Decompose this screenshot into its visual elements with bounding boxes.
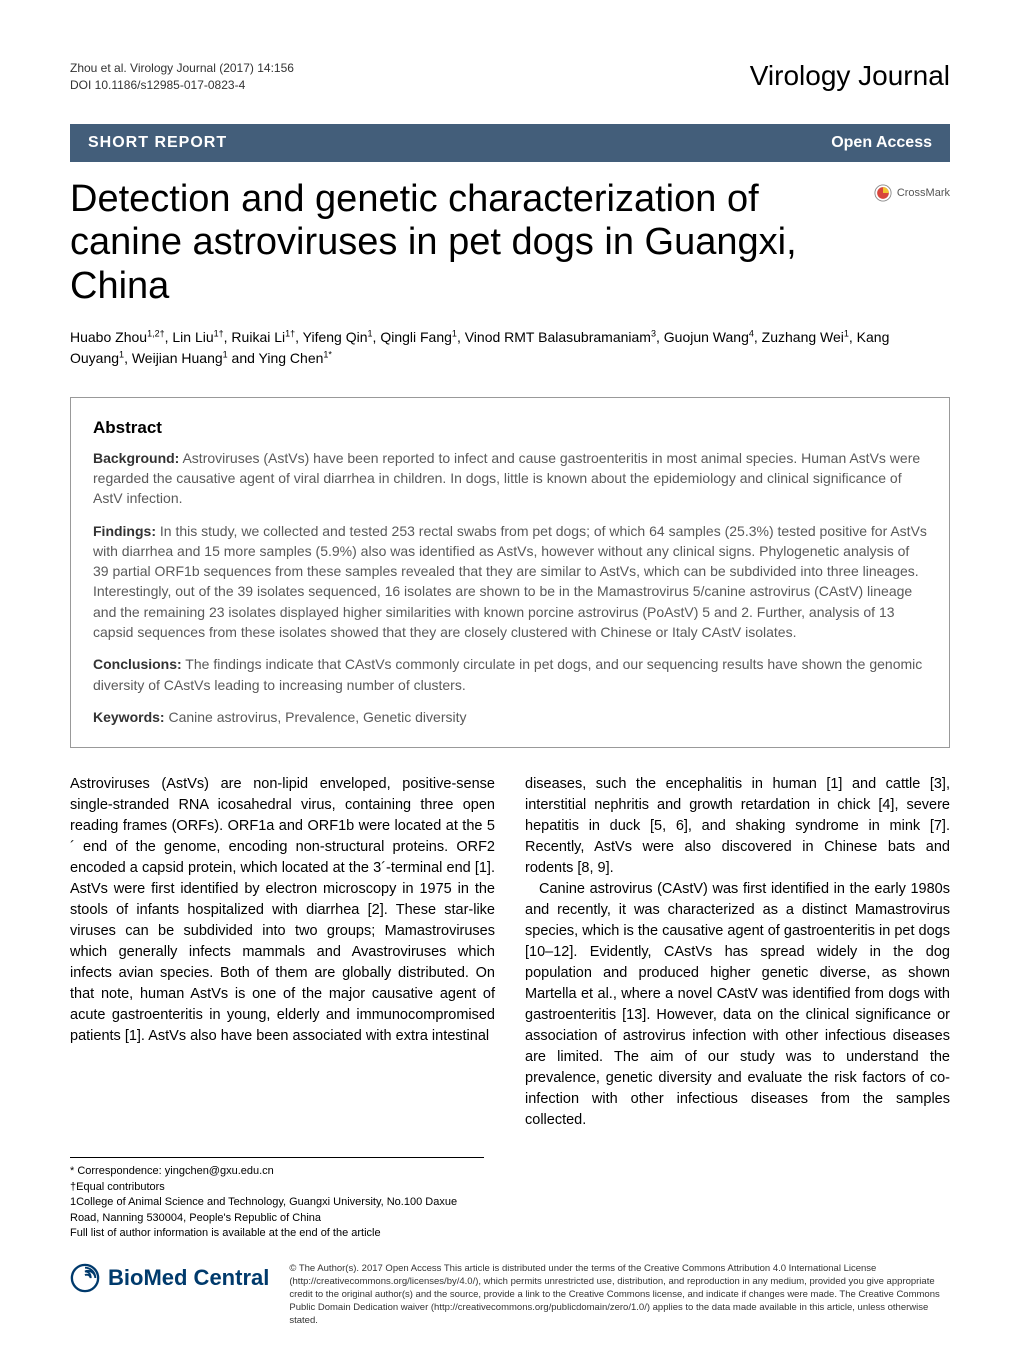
citation-text: Zhou et al. Virology Journal (2017) 14:1… [70,60,294,77]
crossmark-badge[interactable]: CrossMark [874,184,950,202]
background-text: Astroviruses (AstVs) have been reported … [93,450,920,507]
abstract-heading: Abstract [93,418,927,438]
affiliation-note: 1College of Animal Science and Technolog… [70,1195,484,1226]
license-text: © The Author(s). 2017 Open Access This a… [289,1263,950,1327]
open-access-label: Open Access [831,134,932,152]
keywords-label: Keywords: [93,709,165,725]
footnotes: * Correspondence: yingchen@gxu.edu.cn †E… [70,1157,484,1241]
equal-contrib-note: †Equal contributors [70,1180,484,1195]
abstract-conclusions: Conclusions: The findings indicate that … [93,654,927,695]
crossmark-label: CrossMark [897,187,950,199]
conclusions-label: Conclusions: [93,656,182,672]
correspondence-note: * Correspondence: yingchen@gxu.edu.cn [70,1164,484,1179]
keywords-text: Canine astrovirus, Prevalence, Genetic d… [165,709,467,725]
body-columns: Astroviruses (AstVs) are non-lipid envel… [70,774,950,1131]
abstract-keywords: Keywords: Canine astrovirus, Prevalence,… [93,707,927,727]
column-left: Astroviruses (AstVs) are non-lipid envel… [70,774,495,1131]
page-footer: BioMed Central © The Author(s). 2017 Ope… [70,1263,950,1327]
doi-text: DOI 10.1186/s12985-017-0823-4 [70,77,294,94]
section-label: SHORT REPORT [88,134,227,152]
findings-text: In this study, we collected and tested 2… [93,523,927,640]
citation-block: Zhou et al. Virology Journal (2017) 14:1… [70,60,294,94]
abstract-findings: Findings: In this study, we collected an… [93,521,927,643]
body-para-2: diseases, such the encephalitis in human… [525,774,950,879]
bmc-logo-text: BioMed Central [108,1265,269,1291]
crossmark-icon [874,184,892,202]
bmc-swirl-icon [70,1263,100,1293]
conclusions-text: The findings indicate that CAstVs common… [93,656,922,692]
section-banner: SHORT REPORT Open Access [70,124,950,162]
full-author-info-note: Full list of author information is avail… [70,1226,484,1241]
article-title: Detection and genetic characterization o… [70,178,864,309]
abstract-background: Background: Astroviruses (AstVs) have be… [93,448,927,509]
running-head: Zhou et al. Virology Journal (2017) 14:1… [70,60,950,94]
title-row: Detection and genetic characterization o… [70,170,950,327]
body-para-1: Astroviruses (AstVs) are non-lipid envel… [70,774,495,1047]
body-para-3: Canine astrovirus (CAstV) was first iden… [525,879,950,1131]
background-label: Background: [93,450,179,466]
journal-name: Virology Journal [750,60,950,92]
author-list: Huabo Zhou1,2†, Lin Liu1†, Ruikai Li1†, … [70,327,950,369]
page: Zhou et al. Virology Journal (2017) 14:1… [0,0,1020,1368]
abstract-box: Abstract Background: Astroviruses (AstVs… [70,397,950,749]
findings-label: Findings: [93,523,156,539]
column-right: diseases, such the encephalitis in human… [525,774,950,1131]
biomed-central-logo: BioMed Central [70,1263,269,1293]
